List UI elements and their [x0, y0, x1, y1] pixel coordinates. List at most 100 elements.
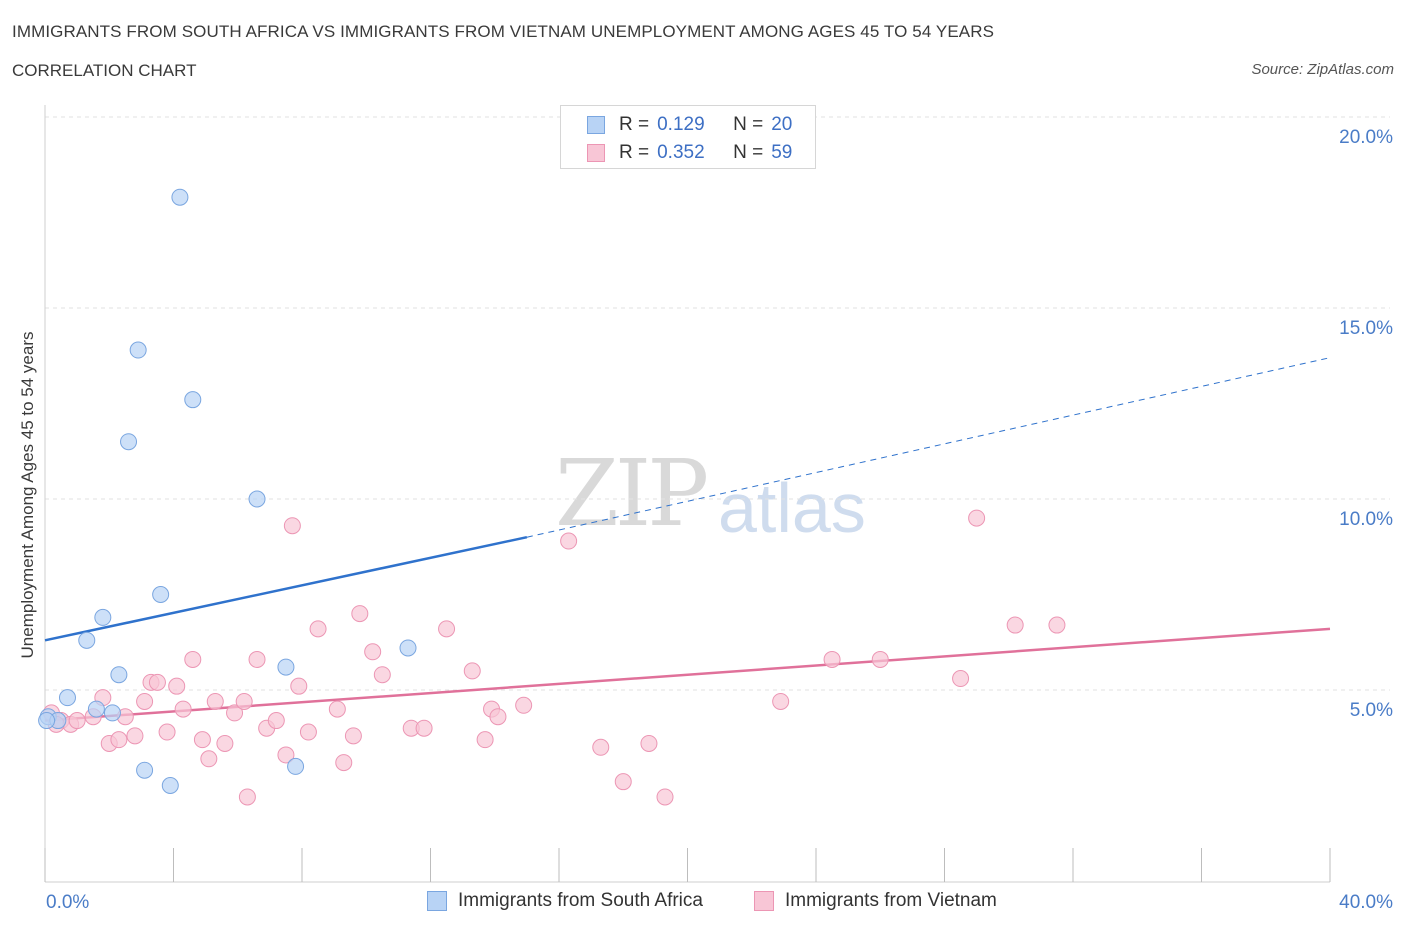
vietnam-point	[148, 673, 166, 691]
source-label[interactable]: Source: ZipAtlas.com	[1251, 61, 1394, 78]
south-africa-point	[136, 761, 154, 779]
n-value: 20	[771, 114, 793, 135]
n-value: 59	[771, 142, 793, 163]
vietnam-point	[592, 738, 610, 756]
x-tick-label: 0.0%	[46, 892, 89, 913]
vietnam-swatch	[754, 891, 774, 911]
vietnam-point	[438, 620, 456, 638]
south-africa-point	[110, 666, 128, 684]
trendline-vietnam	[44, 627, 1331, 722]
vietnam-point	[489, 708, 507, 726]
vietnam-point	[193, 731, 211, 749]
vietnam-point	[309, 620, 327, 638]
vietnam-point	[277, 746, 295, 764]
vietnam-point	[136, 692, 154, 710]
south-africa-swatch	[587, 116, 605, 134]
tick-label-layer: 5.0% 10.0% 15.0% 20.0% 0.0% 40.0%	[46, 127, 1393, 913]
south-africa-point	[152, 586, 170, 603]
south-africa-point	[171, 188, 189, 206]
legend-item-vietnam[interactable]: Immigrants from Vietnam	[754, 890, 997, 912]
vietnam-point	[168, 677, 186, 695]
vietnam-point	[351, 605, 369, 623]
trendline-south-africa-projection	[526, 357, 1331, 538]
vietnam-point	[235, 692, 253, 710]
vietnam-point	[184, 650, 202, 668]
vietnam-point	[238, 788, 256, 806]
vietnam-point	[68, 712, 86, 730]
trend-layer	[44, 357, 1331, 722]
south-africa-point	[120, 433, 138, 451]
vietnam-point	[216, 734, 234, 752]
y-tick-label: 20.0%	[1339, 127, 1393, 148]
vietnam-point	[871, 650, 889, 668]
chart-title: IMMIGRANTS FROM SOUTH AFRICA VS IMMIGRAN…	[12, 22, 995, 41]
vietnam-point	[952, 670, 970, 688]
r-label: R =	[619, 142, 650, 163]
r-value: 0.352	[657, 142, 705, 163]
vietnam-point	[515, 696, 533, 714]
r-label: R =	[619, 114, 650, 135]
trendline-south-africa	[44, 535, 528, 642]
vietnam-point	[126, 727, 144, 745]
vietnam-point	[283, 517, 301, 535]
south-africa-point	[161, 777, 179, 794]
vietnam-point	[206, 692, 224, 710]
vietnam-point	[110, 731, 128, 749]
vietnam-point	[476, 731, 494, 749]
south-africa-swatch	[427, 891, 447, 911]
south-africa-point	[38, 712, 56, 730]
vietnam-point	[248, 650, 266, 668]
south-africa-point	[87, 700, 105, 718]
watermark-atlas: atlas	[718, 469, 866, 547]
vietnam-point	[1006, 616, 1024, 634]
correlation-legend: R = 0.129 N = 20 R = 0.352 N = 59	[560, 105, 816, 169]
n-label: N =	[733, 114, 764, 135]
n-label: N =	[733, 142, 764, 163]
r-value: 0.129	[657, 114, 705, 135]
legend-item-south-africa[interactable]: Immigrants from South Africa	[427, 890, 703, 912]
vietnam-point	[200, 750, 218, 768]
vietnam-point	[968, 509, 986, 527]
points-layer	[38, 188, 1066, 806]
vietnam-point	[1048, 616, 1066, 634]
vietnam-point	[772, 692, 790, 710]
vietnam-point	[560, 532, 578, 550]
vietnam-point	[335, 754, 353, 772]
vietnam-swatch	[587, 144, 605, 162]
south-africa-point	[287, 757, 305, 775]
vietnam-point	[226, 704, 244, 722]
vietnam-point	[364, 643, 382, 661]
y-tick-label: 10.0%	[1339, 509, 1393, 530]
vietnam-point	[823, 650, 841, 668]
vietnam-point	[415, 719, 433, 737]
vietnam-point	[463, 662, 481, 680]
y-tick-label: 15.0%	[1339, 318, 1393, 339]
south-africa-point	[399, 639, 417, 657]
legend-label-south-africa: Immigrants from South Africa	[458, 890, 703, 911]
x-tick-label: 40.0%	[1339, 892, 1393, 913]
vietnam-point	[174, 700, 192, 718]
y-tick-label: 5.0%	[1350, 700, 1393, 721]
legend-row-south-africa: R = 0.129 N = 20	[587, 114, 792, 136]
axis-layer	[44, 105, 1331, 883]
south-africa-point	[184, 391, 202, 409]
vietnam-point	[267, 712, 285, 730]
south-africa-point	[58, 689, 76, 707]
watermark-zip: ZIP	[555, 440, 709, 547]
south-africa-point	[277, 658, 295, 676]
grid-layer	[45, 116, 1390, 691]
south-africa-point	[94, 608, 112, 626]
south-africa-point	[103, 704, 121, 722]
vietnam-point	[373, 666, 391, 684]
legend-label-vietnam: Immigrants from Vietnam	[785, 890, 997, 911]
south-africa-point	[78, 631, 96, 649]
south-africa-point	[248, 490, 266, 508]
vietnam-point	[299, 723, 317, 741]
vietnam-point	[290, 677, 308, 695]
south-africa-point	[129, 341, 147, 359]
vietnam-point	[614, 773, 632, 791]
chart-subtitle: CORRELATION CHART	[12, 61, 197, 80]
vietnam-point	[344, 727, 362, 745]
vietnam-point	[158, 723, 176, 741]
